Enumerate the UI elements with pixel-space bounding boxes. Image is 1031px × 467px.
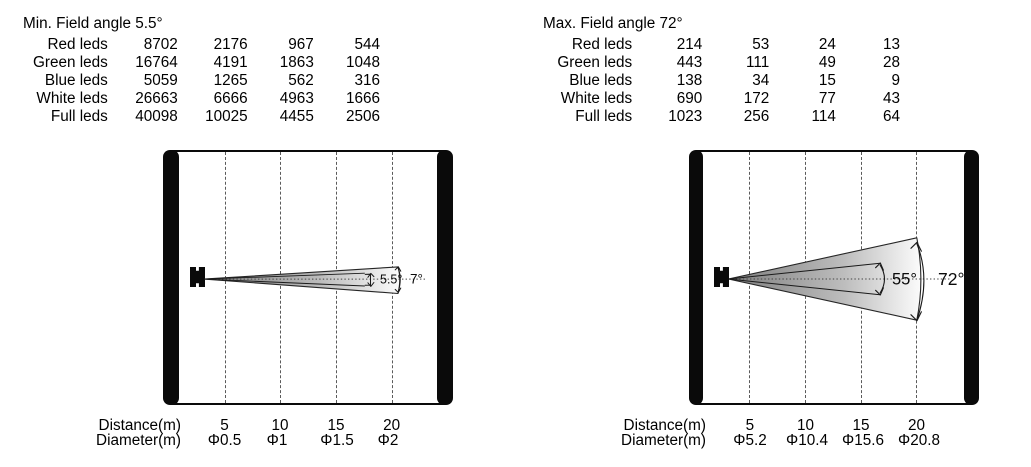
svg-text:7°: 7°	[410, 272, 423, 287]
svg-text:5.5°: 5.5°	[380, 273, 402, 287]
svg-text:72°: 72°	[938, 269, 964, 289]
svg-text:55°: 55°	[892, 271, 917, 289]
